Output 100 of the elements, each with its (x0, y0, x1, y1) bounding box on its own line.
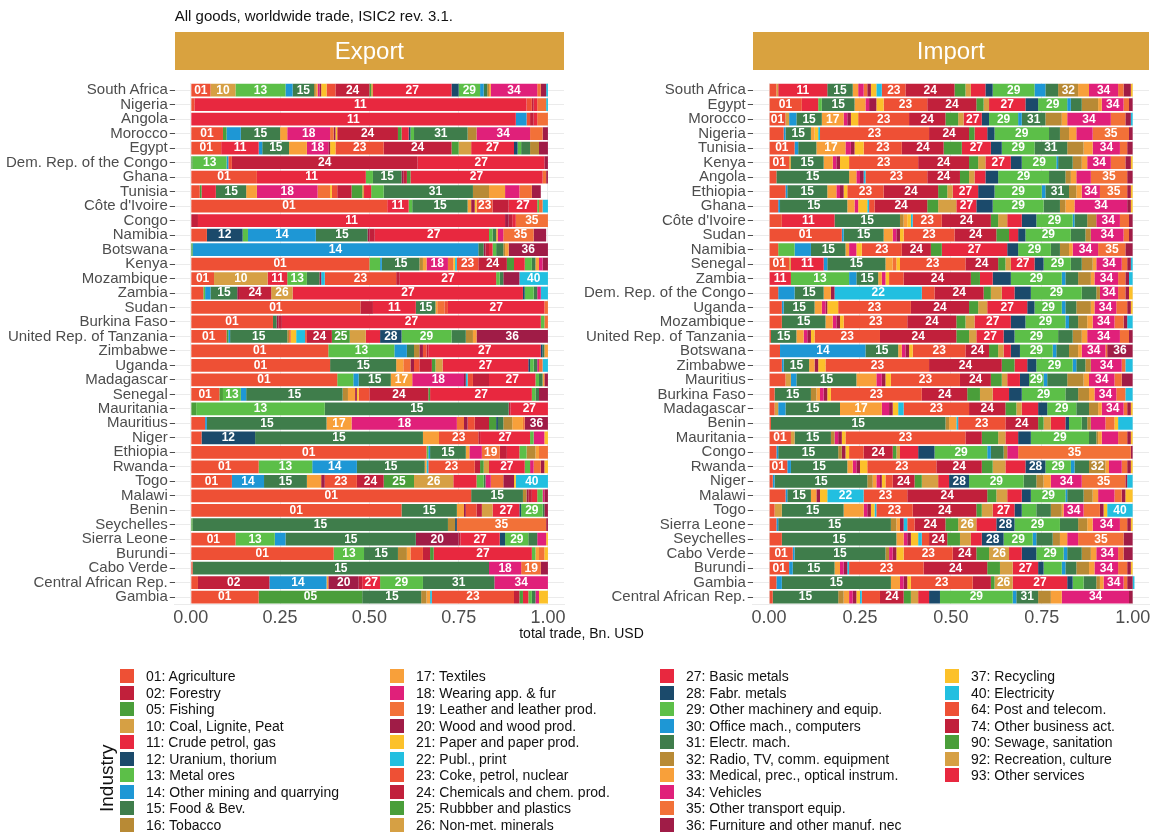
annotation: 15 (313, 517, 328, 532)
annotation: 36 (1113, 343, 1127, 358)
annotation: 24 (363, 473, 378, 488)
x-tick-label: 0.25 (262, 607, 298, 628)
annotation: 23 (918, 372, 933, 387)
annotation: 23 (870, 357, 885, 372)
y-tick-label: Togo (135, 471, 168, 489)
annotation: 01 (282, 198, 297, 213)
annotation: 24 (896, 473, 911, 488)
annotation: 35 (494, 517, 509, 532)
annotation: 35 (1094, 531, 1109, 546)
annotation: 15 (856, 227, 871, 242)
legend-label: 37: Recycling (971, 668, 1056, 685)
annotation: 27 (469, 169, 484, 184)
annotation: 10 (234, 270, 248, 285)
annotation: 27 (405, 82, 420, 97)
annotation: 34 (1096, 314, 1111, 329)
annotation: 27 (478, 357, 493, 372)
annotation: 13 (354, 343, 369, 358)
chart-title: Export (174, 32, 564, 70)
annotation: 15 (384, 459, 398, 474)
annotation: 18 (431, 372, 446, 387)
annotation: 01 (202, 328, 216, 343)
annotation: 29 (1045, 97, 1060, 112)
annotation: 34 (514, 574, 529, 589)
annotation: 27 (1000, 97, 1015, 112)
annotation: 01 (324, 488, 339, 503)
annotation: 27 (364, 574, 379, 589)
annotation: 24 (968, 372, 983, 387)
x-tick-label: 0.00 (173, 607, 209, 628)
annotation: 29 (419, 328, 434, 343)
annotation: 28 (1028, 459, 1043, 474)
annotation: 15 (433, 198, 448, 213)
annotation: 20 (336, 574, 351, 589)
annotation: 24 (938, 386, 952, 401)
annotation: 01 (218, 589, 232, 604)
annotation: 29 (1029, 270, 1044, 285)
annotation: 29 (1032, 154, 1047, 169)
annotation: 24 (916, 140, 930, 155)
annotation: 24 (958, 357, 973, 372)
annotation: 24 (410, 140, 425, 155)
y-tick-label: Botswana (101, 239, 169, 257)
annotation: 19 (484, 444, 498, 459)
annotation: 01 (773, 430, 788, 445)
annotation: 18 (397, 415, 412, 430)
annotation: 34 (1100, 227, 1115, 242)
annotation: 24 (392, 386, 407, 401)
annotation: 15 (374, 546, 389, 561)
annotation: 15 (831, 97, 846, 112)
legend-label: 30: Office mach., computers (686, 717, 861, 734)
annotation: 27 (500, 459, 514, 474)
y-tick-label: Congo (701, 442, 746, 460)
annotation: 13 (290, 270, 305, 285)
annotation: 34 (1102, 285, 1117, 300)
annotation: 18 (310, 140, 325, 155)
y-tick-label: Tunisia (119, 181, 169, 199)
annotation: 24 (942, 126, 957, 140)
annotation: 15 (849, 256, 864, 271)
annotation: 36 (505, 328, 520, 343)
annotation: 23 (879, 560, 894, 575)
annotation: 05 (303, 589, 318, 604)
annotation: 17 (826, 111, 840, 126)
annotation: 35 (1104, 126, 1118, 140)
annotation: 34 (1087, 343, 1101, 358)
annotation: 15 (812, 459, 827, 474)
annotation: 26 (992, 546, 1007, 561)
annotation: 24 (930, 270, 945, 285)
annotation: 36 (529, 415, 544, 430)
annotation: 11 (796, 82, 810, 97)
legend-label: 92: Recreation, culture (971, 750, 1112, 767)
annotation: 23 (929, 401, 944, 416)
annotation: 15 (802, 285, 817, 300)
annotation: 29 (1029, 343, 1044, 358)
annotation: 24 (938, 502, 952, 517)
annotation: 15 (806, 502, 820, 517)
annotation: 27 (478, 343, 492, 358)
annotation: 24 (925, 314, 939, 329)
legend-label: 93: Other services (971, 767, 1085, 784)
annotation: 14 (328, 459, 342, 474)
annotation: 24 (952, 459, 967, 474)
annotation: 15 (789, 357, 804, 372)
legend-label: 16: Tobacco (146, 816, 222, 833)
legend-label: 18: Wearing app. & fur (416, 684, 556, 701)
annotation: 27 (505, 372, 520, 387)
annotation: 29 (1036, 386, 1051, 401)
annotation: 15 (806, 430, 820, 445)
annotation: 01 (198, 386, 213, 401)
annotation: 15 (806, 169, 820, 184)
annotation: 24 (970, 343, 985, 358)
annotation: 11 (773, 270, 787, 285)
annotation: 27 (441, 270, 455, 285)
annotation: 15 (332, 430, 347, 445)
annotation: 23 (876, 154, 891, 169)
annotation: 24 (1015, 415, 1029, 430)
annotation: 23 (887, 82, 901, 97)
annotation: 15 (786, 386, 800, 401)
annotation: 29 (1047, 212, 1062, 227)
annotation: 01 (217, 169, 232, 184)
annotation: 23 (353, 270, 368, 285)
legend-label: 29: Other machinery and equip. (686, 701, 883, 718)
